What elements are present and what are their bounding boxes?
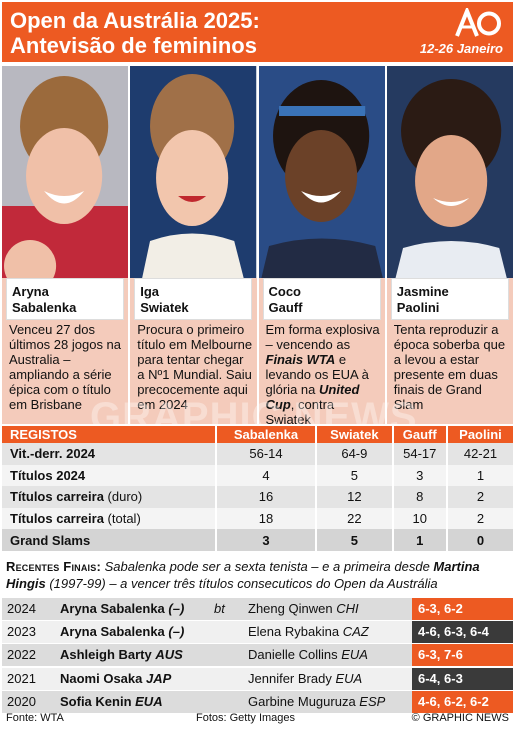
player-photos bbox=[2, 66, 513, 288]
table-cell: 5 bbox=[315, 529, 393, 551]
table-cell: 4 bbox=[214, 464, 317, 487]
stats-header: Paolini bbox=[445, 426, 513, 443]
final-year: 2023 bbox=[7, 624, 36, 640]
final-winner: Ashleigh Barty AUS bbox=[60, 647, 183, 663]
header-banner: Open da Austrália 2025: Antevisão de fem… bbox=[2, 2, 513, 62]
player-description: Venceu 27 dos últimos 28 jogos na Austra… bbox=[9, 322, 122, 412]
final-score: 6-4, 6-3 bbox=[412, 667, 513, 690]
event-dates: 12-26 Janeiro bbox=[419, 41, 503, 56]
final-year: 2021 bbox=[7, 670, 36, 686]
final-runner-up: Elena Rybakina CAZ bbox=[248, 624, 369, 640]
player-description: Procura o primeiro título em Melbourne p… bbox=[137, 322, 253, 412]
row-label: Títulos carreira (total) bbox=[2, 507, 216, 530]
final-runner-up: Danielle Collins EUA bbox=[248, 647, 368, 663]
table-cell: 10 bbox=[391, 507, 447, 530]
stats-header: Swiatek bbox=[315, 426, 393, 443]
final-year: 2022 bbox=[7, 647, 36, 663]
player-card-paolini: Jasmine Paolini Tenta reproduzir a época… bbox=[386, 278, 513, 424]
player-card-swiatek: Iga Swiatek Procura o primeiro título em… bbox=[130, 278, 257, 424]
player-name: Aryna Sabalenka bbox=[6, 278, 124, 320]
final-runner-up: Zheng Qinwen CHI bbox=[248, 601, 359, 616]
stats-header: Gauff bbox=[391, 426, 447, 443]
table-cell: 16 bbox=[214, 486, 317, 508]
row-label: Vit.-derr. 2024 bbox=[2, 443, 216, 465]
final-year: 2024 bbox=[7, 601, 36, 616]
photo-credit: Fotos: Getty Images bbox=[196, 712, 296, 724]
table-cell: 18 bbox=[214, 507, 317, 530]
final-score: 6-3, 7-6 bbox=[412, 644, 513, 667]
table-cell: 22 bbox=[315, 507, 393, 530]
photo-paolini bbox=[386, 66, 513, 288]
row-label: Títulos 2024 bbox=[2, 464, 216, 487]
table-cell: 1 bbox=[445, 464, 513, 487]
table-cell: 42-21 bbox=[445, 443, 513, 465]
page-title: Open da Austrália 2025: Antevisão de fem… bbox=[10, 8, 260, 58]
table-cell: 1 bbox=[391, 529, 447, 551]
source-credit: Fonte: WTA bbox=[6, 712, 64, 724]
beat-label: bt bbox=[214, 601, 225, 616]
footer: Fonte: WTA Fotos: Getty Images © GRAPHIC… bbox=[0, 710, 515, 728]
table-cell: 5 bbox=[315, 464, 393, 487]
final-year: 2020 bbox=[7, 693, 36, 709]
publisher-credit: © GRAPHIC NEWS bbox=[411, 712, 509, 724]
list-item: 2023 Aryna Sabalenka (–) Elena Rybakina … bbox=[2, 621, 513, 644]
player-name: Coco Gauff bbox=[262, 278, 381, 320]
table-row: Títulos 2024 4 5 3 1 bbox=[2, 464, 513, 487]
australian-open-logo bbox=[455, 8, 501, 37]
table-cell: 3 bbox=[214, 529, 317, 551]
photo-sabalenka bbox=[2, 66, 129, 288]
list-item: 2022 Ashleigh Barty AUS Danielle Collins… bbox=[2, 644, 513, 667]
photo-swiatek bbox=[130, 66, 257, 288]
table-cell: 2 bbox=[445, 486, 513, 508]
photo-gauff bbox=[258, 66, 385, 288]
row-label: Grand Slams bbox=[2, 529, 216, 551]
final-winner: Aryna Sabalenka (–) bbox=[60, 624, 185, 640]
player-description: Tenta reproduzir a época soberba que a l… bbox=[393, 322, 506, 412]
table-cell: 12 bbox=[315, 486, 393, 508]
table-row: Vit.-derr. 2024 56-14 64-9 54-17 42-21 bbox=[2, 443, 513, 465]
table-cell: 2 bbox=[445, 507, 513, 530]
row-label: Títulos carreira (duro) bbox=[2, 486, 216, 508]
final-runner-up: Jennifer Brady EUA bbox=[248, 670, 363, 686]
player-description: Em forma explosiva – vencendo as Finais … bbox=[265, 322, 380, 427]
final-winner: Aryna Sabalenka (–) bbox=[60, 601, 185, 616]
table-cell: 56-14 bbox=[214, 443, 317, 465]
player-card-gauff: Coco Gauff Em forma explosiva – vencendo… bbox=[258, 278, 385, 427]
player-descriptions: Aryna Sabalenka Venceu 27 dos últimos 28… bbox=[2, 278, 513, 427]
player-name: Iga Swiatek bbox=[134, 278, 253, 320]
final-winner: Naomi Osaka JAP bbox=[60, 670, 172, 686]
final-winner: Sofia Kenin EUA bbox=[60, 693, 163, 709]
list-item: 2021 Naomi Osaka JAP Jennifer Brady EUA … bbox=[2, 667, 513, 690]
table-row: Grand Slams 3 5 1 0 bbox=[2, 529, 513, 551]
stats-header: REGISTOS bbox=[2, 426, 216, 443]
final-score: 4-6, 6-2, 6-2 bbox=[412, 690, 513, 713]
stats-header-row: REGISTOS Sabalenka Swiatek Gauff Paolini bbox=[2, 426, 513, 443]
table-cell: 54-17 bbox=[391, 443, 447, 465]
player-card-sabalenka: Aryna Sabalenka Venceu 27 dos últimos 28… bbox=[2, 278, 129, 424]
recent-finals-list: 2024 Aryna Sabalenka (–) bt Zheng Qinwen… bbox=[2, 598, 513, 714]
table-cell: 64-9 bbox=[315, 443, 393, 465]
list-item: 2024 Aryna Sabalenka (–) bt Zheng Qinwen… bbox=[2, 598, 513, 620]
stats-header: Sabalenka bbox=[214, 426, 317, 443]
recent-finals-note: Recentes Finais: Sabalenka pode ser a se… bbox=[6, 559, 480, 591]
final-score: 6-3, 6-2 bbox=[412, 598, 513, 620]
title-line-1: Open da Austrália 2025: bbox=[10, 8, 260, 33]
table-row: Títulos carreira (total) 18 22 10 2 bbox=[2, 507, 513, 530]
table-row: Títulos carreira (duro) 16 12 8 2 bbox=[2, 486, 513, 508]
stats-table: REGISTOS Sabalenka Swiatek Gauff Paolini… bbox=[2, 426, 513, 551]
table-cell: 0 bbox=[445, 529, 513, 551]
table-cell: 3 bbox=[391, 464, 447, 487]
title-line-2: Antevisão de femininos bbox=[10, 33, 257, 58]
list-item: 2020 Sofia Kenin EUA Garbine Muguruza ES… bbox=[2, 690, 513, 713]
player-name: Jasmine Paolini bbox=[390, 278, 509, 320]
table-cell: 8 bbox=[391, 486, 447, 508]
final-score: 4-6, 6-3, 6-4 bbox=[412, 621, 513, 644]
final-runner-up: Garbine Muguruza ESP bbox=[248, 693, 386, 709]
